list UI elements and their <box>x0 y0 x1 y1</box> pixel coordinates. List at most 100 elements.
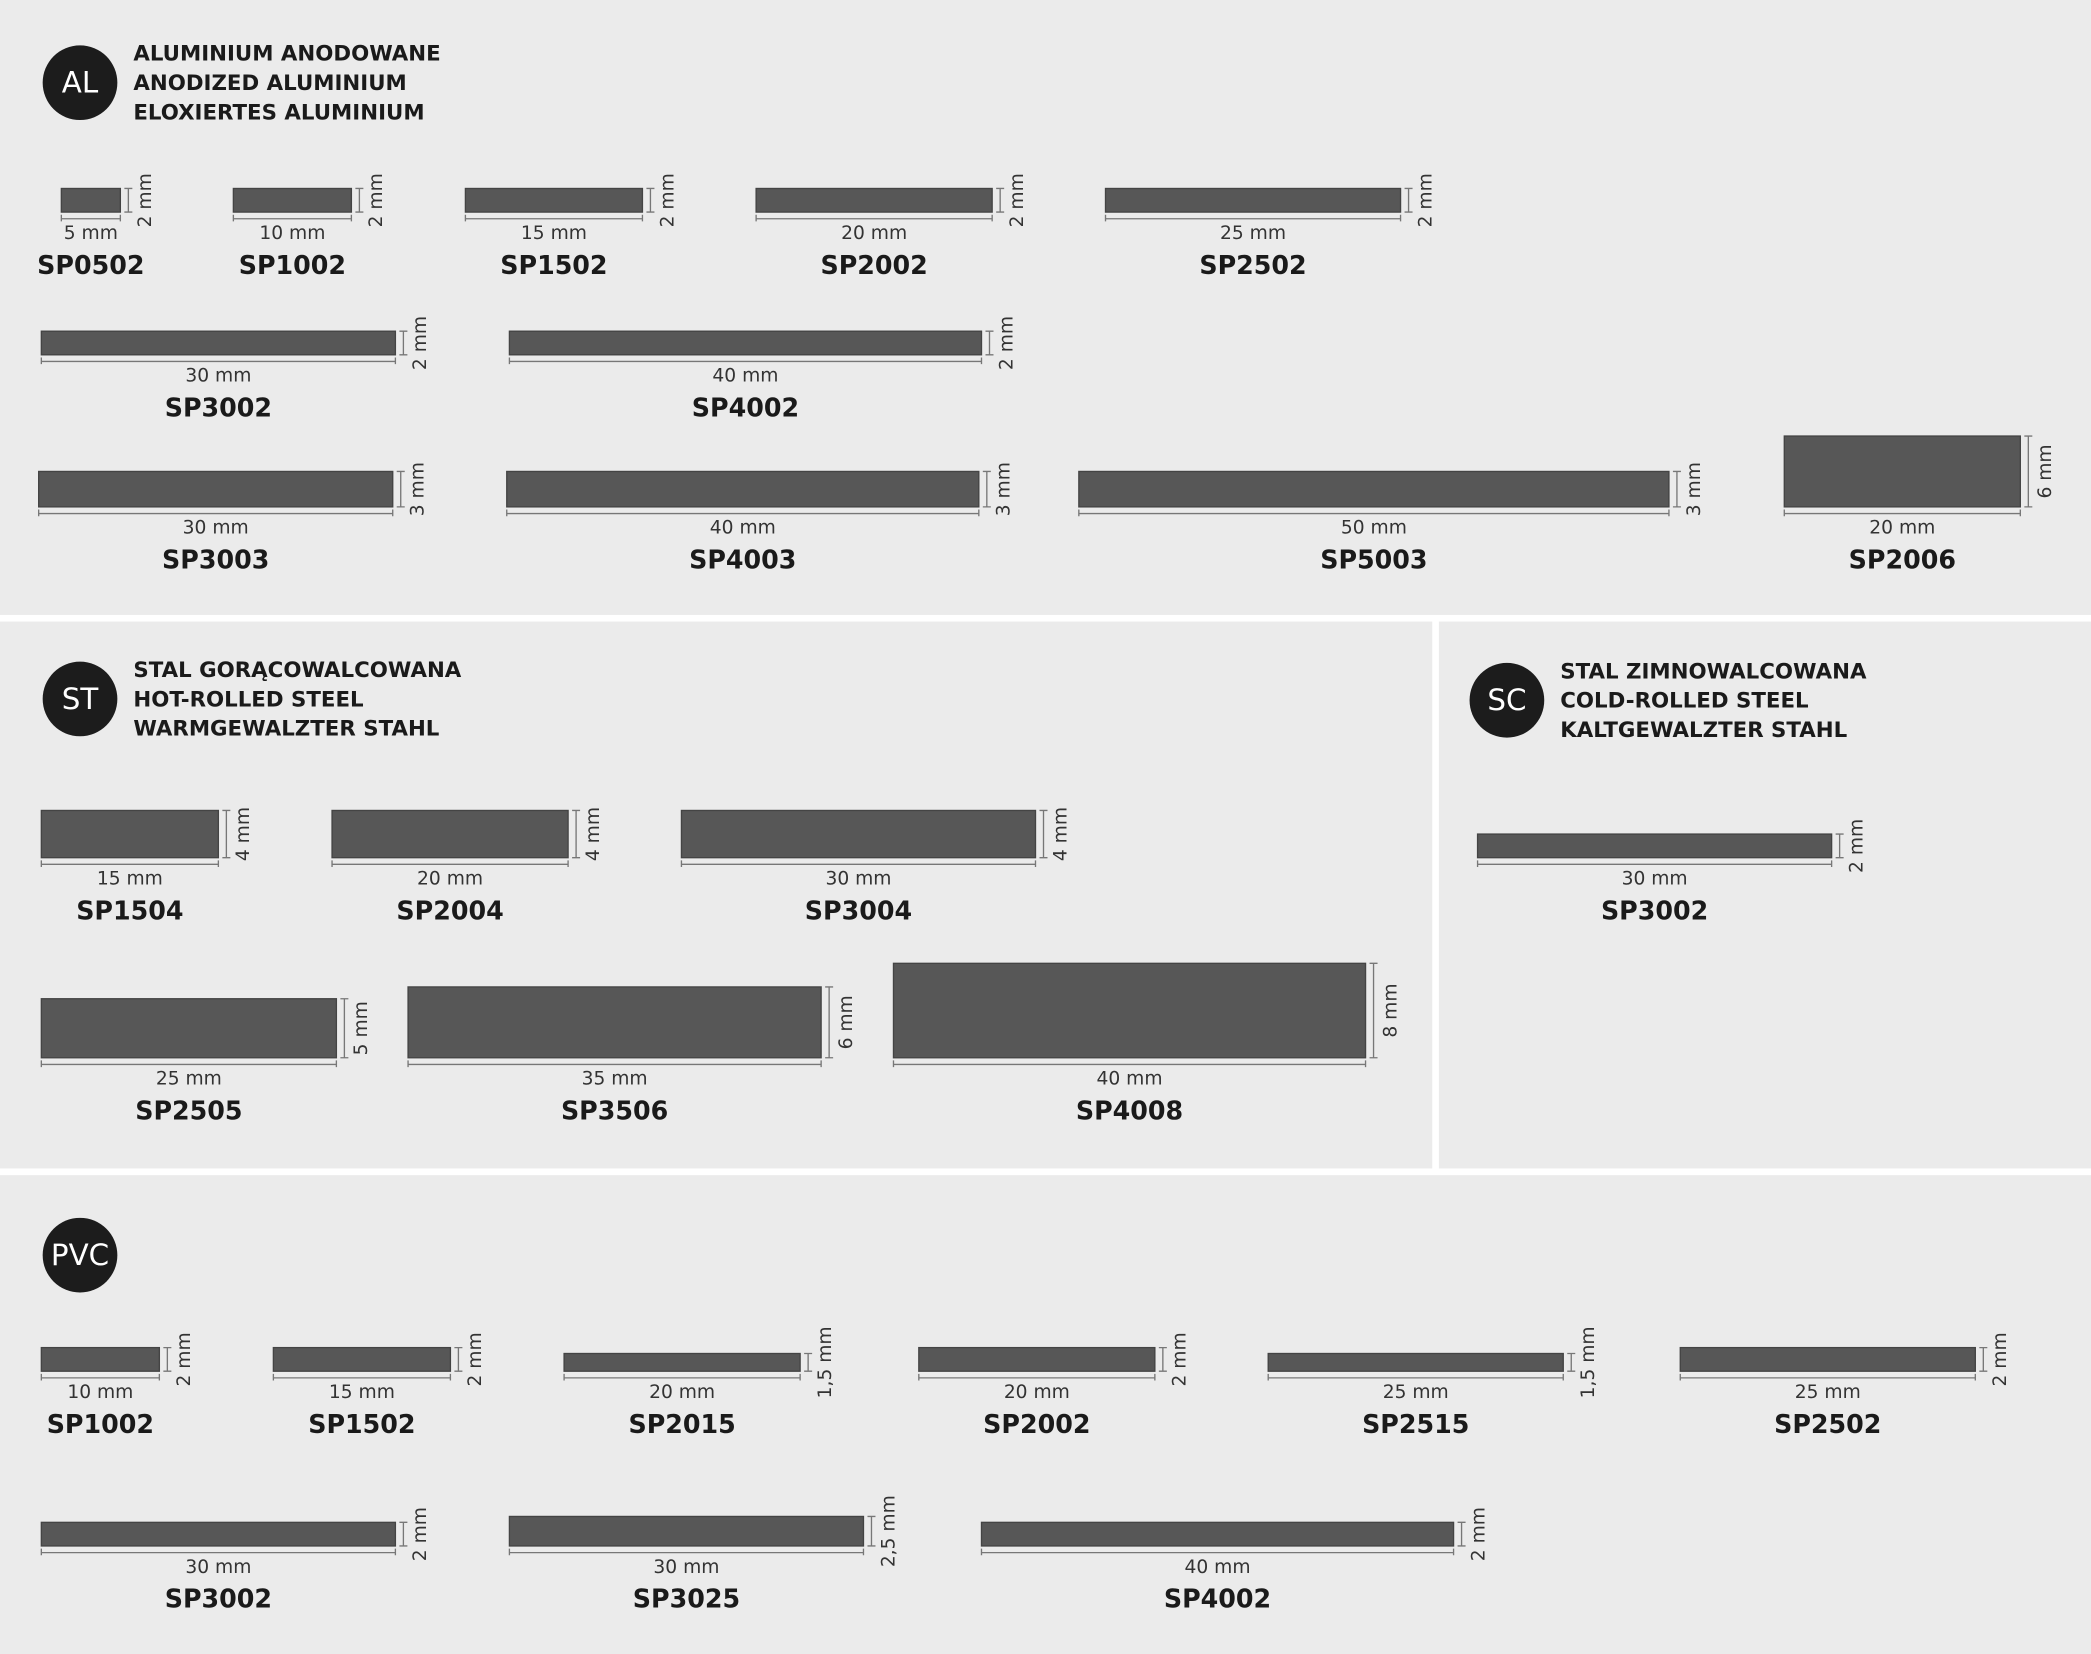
profile-code: SP1502 <box>308 1409 415 1439</box>
width-label: 30 mm <box>653 1557 719 1578</box>
width-label: 20 mm <box>1004 1382 1070 1403</box>
profile-code: SP3002 <box>165 1584 272 1614</box>
height-label: 2 mm <box>1846 819 1867 873</box>
profile-bar <box>508 1515 865 1547</box>
width-label: 50 mm <box>1341 518 1407 539</box>
height-dimension <box>454 1346 463 1372</box>
width-label: 15 mm <box>329 1382 395 1403</box>
height-dimension <box>396 470 405 508</box>
width-label: 40 mm <box>710 518 776 539</box>
width-dimension <box>506 509 980 517</box>
profile-bar <box>40 330 397 356</box>
width-label: 15 mm <box>97 869 163 890</box>
height-label: 4 mm <box>583 807 604 861</box>
height-dimension <box>1039 809 1048 859</box>
profile-code: SP3002 <box>1601 895 1708 925</box>
profile-code: SP4003 <box>689 545 796 575</box>
width-dimension <box>918 1373 1156 1381</box>
profile-bar <box>1476 833 1833 859</box>
width-dimension <box>38 509 394 517</box>
height-label: 2 mm <box>135 173 156 227</box>
width-label: 30 mm <box>185 366 251 387</box>
profile-bar <box>892 962 1367 1059</box>
badge <box>42 1217 118 1293</box>
height-label: 2 mm <box>1990 1332 2011 1386</box>
badge <box>42 661 118 737</box>
profile-code: SP2015 <box>628 1409 735 1439</box>
height-label: 3 mm <box>1684 462 1705 516</box>
height-label: 2,5 mm <box>878 1495 899 1567</box>
profile-code: SP2515 <box>1362 1409 1469 1439</box>
width-dimension <box>40 1548 397 1556</box>
profile-bar <box>38 470 394 508</box>
profile-bar <box>508 330 983 356</box>
badge-label: PVC <box>51 1238 109 1272</box>
width-label: 15 mm <box>521 223 587 244</box>
width-label: 30 mm <box>825 869 891 890</box>
width-label: 30 mm <box>183 518 249 539</box>
height-dimension <box>1672 470 1681 508</box>
width-dimension <box>680 860 1037 868</box>
profile-code: SP2006 <box>1849 545 1956 575</box>
height-dimension <box>572 809 581 859</box>
section-title: ANODIZED ALUMINIUM <box>133 71 406 96</box>
section-title: ELOXIERTES ALUMINIUM <box>133 100 424 125</box>
height-label: 6 mm <box>836 995 857 1049</box>
height-dimension <box>222 809 231 859</box>
height-label: 8 mm <box>1380 983 1401 1037</box>
profile-code: SP0502 <box>37 250 144 280</box>
height-label: 3 mm <box>994 462 1015 516</box>
profile-bar <box>1078 470 1670 508</box>
height-dimension <box>1369 962 1378 1059</box>
profile-bar <box>1783 435 2021 508</box>
profile-code: SP2502 <box>1774 1409 1881 1439</box>
profile-code: SP2505 <box>135 1095 242 1125</box>
section-title: WARMGEWALZTER STAHL <box>133 717 439 742</box>
width-label: 5 mm <box>64 223 118 244</box>
height-label: 2 mm <box>657 173 678 227</box>
width-label: 20 mm <box>1869 518 1935 539</box>
profile-code: SP3004 <box>805 895 912 925</box>
profile-code: SP2502 <box>1199 250 1306 280</box>
badge <box>42 45 118 121</box>
profile-code: SP2002 <box>983 1409 1090 1439</box>
height-dimension <box>982 470 991 508</box>
profile-code: SP3025 <box>633 1584 740 1614</box>
profile-bar <box>60 187 122 213</box>
width-dimension <box>464 214 644 222</box>
height-label: 2 mm <box>465 1332 486 1386</box>
profile-bar <box>331 809 569 859</box>
height-label: 2 mm <box>1007 173 1028 227</box>
width-label: 40 mm <box>1097 1069 1163 1090</box>
width-label: 25 mm <box>1383 1382 1449 1403</box>
badge-label: AL <box>62 66 99 100</box>
section-title: KALTGEWALZTER STAHL <box>1560 718 1847 743</box>
width-dimension <box>980 1548 1455 1556</box>
profile-bar <box>1267 1352 1564 1372</box>
height-dimension <box>1835 833 1844 859</box>
width-dimension <box>40 860 220 868</box>
profile-bar <box>1104 187 1402 213</box>
height-dimension <box>163 1346 172 1372</box>
width-label: 25 mm <box>156 1069 222 1090</box>
profile-bar <box>40 1346 161 1372</box>
height-dimension <box>985 330 994 356</box>
height-label: 1,5 mm <box>1578 1326 1599 1398</box>
profile-bar <box>755 187 993 213</box>
width-dimension <box>1783 509 2021 517</box>
height-dimension <box>1404 187 1413 213</box>
width-label: 10 mm <box>67 1382 133 1403</box>
profile-code: SP3003 <box>162 545 269 575</box>
profile-code: SP4002 <box>1164 1584 1271 1614</box>
width-dimension <box>892 1060 1367 1068</box>
height-label: 2 mm <box>1170 1332 1191 1386</box>
profile-code: SP4002 <box>692 392 799 422</box>
width-dimension <box>407 1060 822 1068</box>
height-dimension <box>1457 1521 1466 1547</box>
width-dimension <box>40 1060 338 1068</box>
profile-bar <box>40 998 338 1059</box>
height-label: 4 mm <box>1050 807 1071 861</box>
width-dimension <box>1104 214 1402 222</box>
profile-code: SP4008 <box>1076 1095 1183 1125</box>
